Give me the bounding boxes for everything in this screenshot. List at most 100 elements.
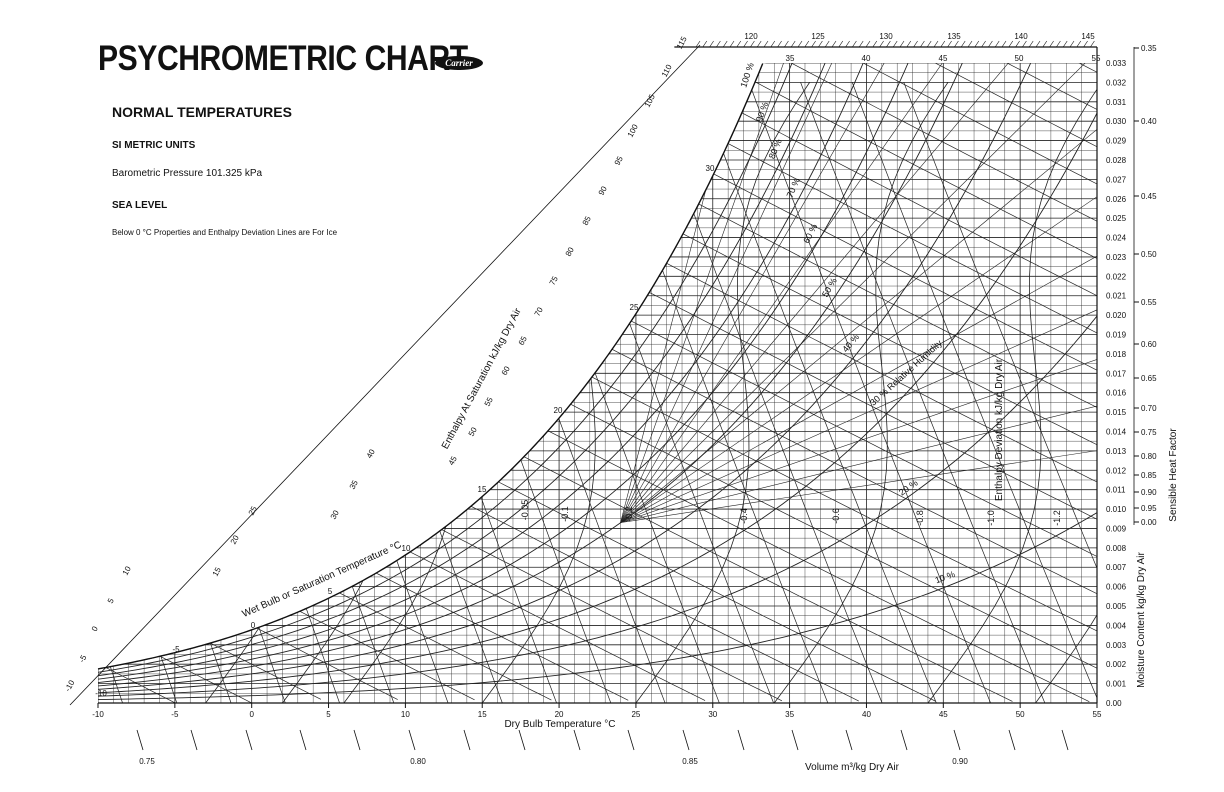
enthalpy-diagonal-label: 50	[467, 425, 479, 438]
enthalpy-scale-tick	[852, 40, 857, 48]
enthalpy-scale-tick	[872, 40, 878, 48]
volume-tick-mark	[900, 729, 908, 751]
x-tick-label: 20	[555, 710, 564, 719]
shf-line	[620, 63, 1097, 523]
enthalpy-scale-tick	[1062, 40, 1068, 48]
enthalpy-scale-tick	[804, 40, 810, 48]
enthalpy-scale-tick	[770, 40, 776, 48]
x-tick-label: 5	[326, 710, 331, 719]
enthalpy-diagonal-label: 5	[106, 596, 116, 605]
enthalpy-diagonal-label: 35	[348, 478, 360, 491]
y-tick-label: 0.025	[1106, 214, 1127, 223]
enthalpy-scale-tick	[1083, 40, 1088, 48]
chart-subtitle: NORMAL TEMPERATURES	[112, 104, 292, 120]
volume-tick-mark	[953, 729, 961, 751]
volume-tick-mark	[682, 729, 690, 751]
enthalpy-scale-tick	[981, 40, 986, 48]
enthalpy-scale-tick	[954, 40, 959, 48]
rh-curve	[98, 63, 921, 684]
volume-line	[697, 82, 937, 703]
volume-tick-mark	[1008, 729, 1016, 751]
enthalpy-diagonal-label: 65	[517, 334, 529, 347]
shf-line	[620, 63, 919, 523]
enthalpy-diagonal-label: 40	[365, 447, 377, 460]
enthalpy-deviation-curve	[343, 82, 518, 703]
wet-bulb-label: 30	[706, 164, 715, 173]
title-block: PSYCHROMETRIC CHART Carrier	[98, 38, 518, 80]
y-tick-label: 0.015	[1106, 408, 1127, 417]
enthalpy-scale-tick	[729, 40, 735, 48]
volume-tick-mark	[518, 729, 526, 751]
rh-curve	[98, 63, 975, 687]
enthalpy-diagonal-label: 95	[613, 154, 625, 167]
y-tick-label: 0.022	[1106, 272, 1127, 281]
volume-tick-mark	[845, 729, 853, 751]
enthalpy-scale-tick	[709, 40, 714, 48]
enthalpy-scale-tick	[947, 40, 952, 48]
y-tick-label: 0.007	[1106, 563, 1127, 572]
y-tick-label: 0.014	[1106, 427, 1127, 436]
shf-line	[620, 63, 1097, 523]
enthalpy-scale-tick	[790, 40, 796, 48]
enthalpy-line	[98, 233, 1013, 702]
enthalpy-deviation-label: -0.1	[560, 506, 570, 522]
enthalpy-diagonal-label: 80	[564, 245, 576, 258]
enthalpy-scale-tick	[940, 40, 946, 48]
shf-axis-label: Sensible Heat Factor	[1168, 428, 1179, 522]
enthalpy-scale-tick	[1028, 40, 1034, 48]
y-tick-label: 0.017	[1106, 369, 1127, 378]
chart-title: PSYCHROMETRIC CHART	[98, 39, 468, 78]
enthalpy-diagonal-label: 55	[483, 395, 495, 408]
shf-tick-label: 0.90	[1141, 488, 1157, 497]
enthalpy-scale-label: 130	[879, 32, 893, 41]
enthalpy-scale-tick	[994, 40, 1000, 48]
volume-line	[98, 82, 178, 703]
enthalpy-line	[251, 63, 1097, 483]
x-tick-label: 10	[401, 710, 410, 719]
enthalpy-diagonal-label: 30	[329, 508, 341, 521]
rh-label: 60 %	[801, 222, 819, 245]
y-tick-label: 0.024	[1106, 234, 1127, 243]
pressure-label: Barometric Pressure 101.325 kPa	[112, 168, 263, 179]
enthalpy-scale-tick	[865, 40, 871, 48]
wet-bulb-label: 0	[251, 621, 256, 630]
shf-line	[620, 343, 1097, 523]
enthalpy-scale-tick	[838, 40, 844, 48]
enthalpy-line	[973, 63, 1097, 110]
volume-tick-label: 0.80	[410, 757, 426, 766]
enthalpy-scale-tick	[892, 40, 898, 48]
shf-tick-label: 0.65	[1141, 374, 1157, 383]
wet-bulb-label: 20	[554, 406, 563, 415]
x-tick-label: 35	[785, 710, 794, 719]
shf-tick-label: 0.95	[1141, 504, 1157, 513]
enthalpy-line	[827, 63, 1097, 185]
enthalpy-scale-tick	[824, 40, 830, 48]
enthalpy-scale-tick	[797, 40, 803, 48]
enthalpy-diagonal-label: 0	[90, 624, 100, 633]
enthalpy-deviation-curve	[205, 82, 380, 703]
shf-tick-label: 0.40	[1141, 117, 1157, 126]
y-tick-label: 0.010	[1106, 505, 1127, 514]
x-tick-label: -5	[171, 710, 179, 719]
x-tick-label: 15	[478, 710, 487, 719]
enthalpy-line	[98, 350, 783, 702]
sea-level-label: SEA LEVEL	[112, 200, 168, 211]
enthalpy-scale-tick	[1049, 40, 1054, 48]
enthalpy-scale-tick	[811, 40, 816, 48]
volume-tick-mark	[408, 729, 416, 751]
volume-axis-label: Volume m³/kg Dry Air	[805, 762, 900, 773]
volume-tick-label: 0.90	[952, 757, 968, 766]
enthalpy-diagonal-label: 25	[247, 504, 259, 517]
volume-tick-mark	[737, 729, 745, 751]
shf-tick-label: 0.55	[1141, 298, 1157, 307]
enthalpy-scale-tick	[1056, 40, 1061, 48]
top-scale-label: 35	[786, 54, 795, 63]
enthalpy-scale-tick	[743, 40, 748, 48]
enthalpy-scale-label: 145	[1081, 32, 1095, 41]
shf-tick-label: 0.45	[1141, 192, 1157, 201]
enthalpy-deviation-curve	[773, 82, 949, 703]
x-tick-label: 50	[1016, 710, 1025, 719]
volume-tick-mark	[463, 729, 471, 751]
enthalpy-deviation-label: -0.2	[624, 506, 634, 522]
enthalpy-scale-tick	[1069, 40, 1075, 48]
